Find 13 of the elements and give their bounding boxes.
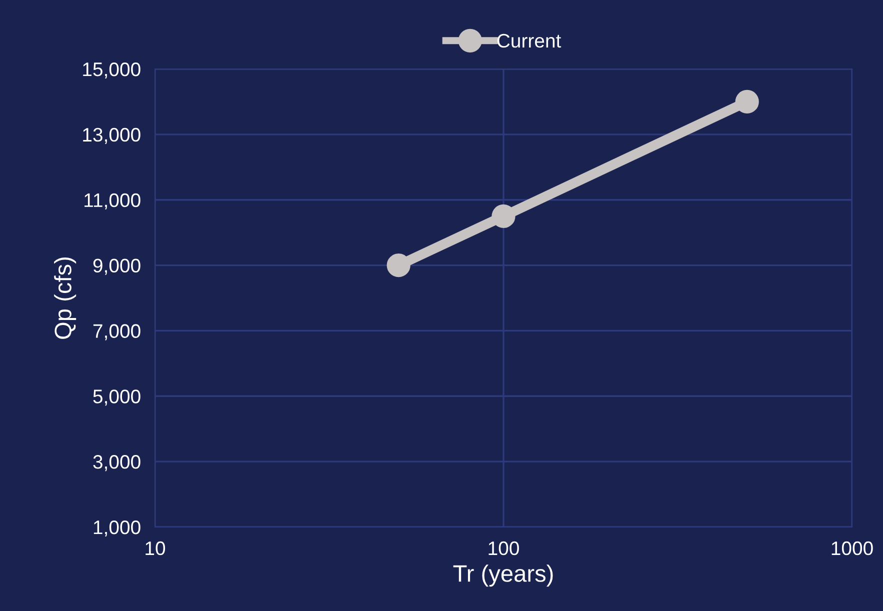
x-tick-label: 1000 — [832, 541, 873, 556]
y-tick-label: 3,000 — [93, 455, 140, 472]
y-tick-label: 15,000 — [83, 62, 140, 79]
y-tick-label: 7,000 — [93, 324, 140, 340]
x-tick-label: 100 — [488, 541, 519, 556]
y-tick-label: 13,000 — [83, 128, 140, 144]
x-tick-label: 10 — [146, 541, 166, 556]
x-axis-title: Tr (years) — [453, 564, 553, 587]
y-axis-title: Qp (cfs) — [54, 257, 76, 339]
y-tick-label: 5,000 — [93, 390, 140, 406]
y-tick-label: 9,000 — [93, 258, 140, 275]
y-tick-label: 11,000 — [84, 193, 140, 210]
y-tick-label: 1,000 — [94, 520, 140, 537]
